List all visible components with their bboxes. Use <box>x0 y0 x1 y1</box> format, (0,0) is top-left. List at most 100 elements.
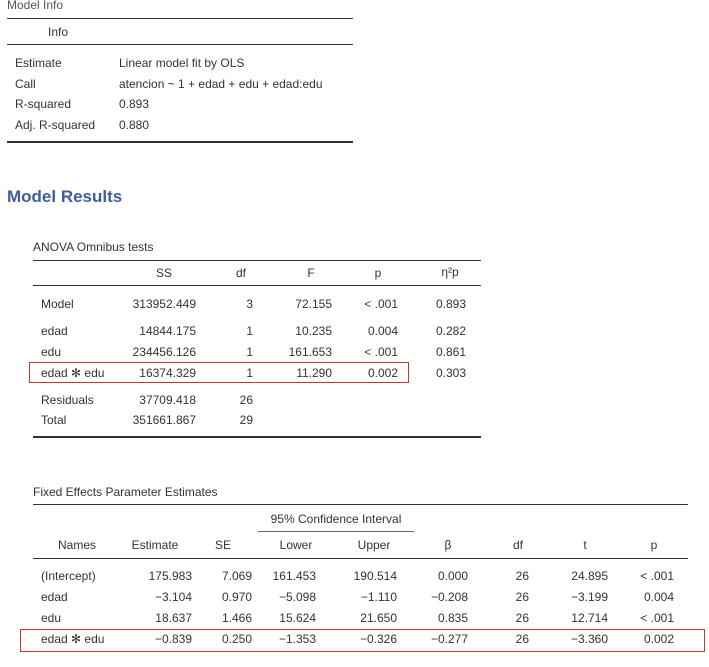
cell: < .001 <box>364 345 398 359</box>
cell: 0.893 <box>435 297 466 311</box>
col-header-p: p <box>650 538 658 552</box>
cell: 26 <box>515 569 529 583</box>
row-label: edad <box>41 590 68 604</box>
info-label: Estimate <box>15 56 62 70</box>
cell: −3.104 <box>154 590 192 604</box>
info-value: atencion ~ 1 + edad + edu + edad:edu <box>119 77 323 91</box>
col-header-t: t <box>583 538 587 552</box>
row-label: Total <box>41 413 67 427</box>
info-label: R-squared <box>15 97 72 111</box>
row-label: edad ✻ edu <box>41 632 105 646</box>
col-header-lower: Lower <box>279 538 313 552</box>
col-header-upper: Upper <box>357 538 391 552</box>
cell: 1.466 <box>221 611 252 625</box>
col-header-se: SE <box>214 538 231 552</box>
row-label: edu <box>41 611 62 625</box>
col-header-p: p <box>374 266 382 280</box>
cell: 14844.175 <box>139 324 196 338</box>
table-header-rule <box>33 558 688 559</box>
highlight-box <box>20 629 705 652</box>
cell: 18.637 <box>155 611 192 625</box>
cell: −3.199 <box>570 590 608 604</box>
col-header-f: F <box>307 266 315 280</box>
cell: −0.839 <box>154 632 192 646</box>
cell: 11.290 <box>296 366 332 380</box>
table-header-rule <box>7 44 353 45</box>
col-header-names: Names <box>57 538 96 552</box>
table-top-rule <box>33 504 688 505</box>
cell: 37709.418 <box>139 393 196 407</box>
section-label: Model Info <box>7 0 64 12</box>
table-bottom-rule <box>33 436 481 438</box>
cell: 7.069 <box>221 569 252 583</box>
table-top-rule <box>7 18 353 19</box>
info-value: Linear model fit by OLS <box>119 56 245 70</box>
row-label: edad ✻ edu <box>41 366 105 380</box>
cell: 0.303 <box>435 366 466 380</box>
cell: 161.653 <box>288 345 332 359</box>
cell: 1 <box>246 366 253 380</box>
row-label: (Intercept) <box>41 569 96 583</box>
cell: −0.208 <box>430 590 468 604</box>
fixed-title: Fixed Effects Parameter Estimates <box>33 485 218 499</box>
col-header-beta: β <box>444 538 452 552</box>
info-label: Adj. R-squared <box>15 118 96 132</box>
table-top-rule <box>33 260 481 261</box>
anova-title: ANOVA Omnibus tests <box>33 240 154 254</box>
cell: −0.277 <box>430 632 468 646</box>
table-header-rule <box>33 285 481 286</box>
cell: 26 <box>515 632 529 646</box>
info-value: 0.893 <box>119 97 150 111</box>
cell: 234456.126 <box>132 345 196 359</box>
col-header-eta: η²p <box>441 265 459 279</box>
info-header: Info <box>48 25 69 39</box>
cell: 3 <box>246 297 253 311</box>
cell: 26 <box>515 590 529 604</box>
row-label: edad <box>41 324 68 338</box>
cell: 1 <box>246 345 253 359</box>
col-header-ss: SS <box>155 266 172 280</box>
cell: −1.353 <box>278 632 316 646</box>
row-label: edu <box>41 345 62 359</box>
cell: 0.002 <box>643 632 674 646</box>
cell: 26 <box>239 393 253 407</box>
table-bottom-rule <box>7 141 353 143</box>
cell: −0.326 <box>359 632 397 646</box>
cell: 190.514 <box>353 569 397 583</box>
cell: 1 <box>246 324 253 338</box>
page-title: Model Results <box>7 187 123 206</box>
cell: 0.861 <box>435 345 466 359</box>
cell: 15.624 <box>279 611 316 625</box>
cell: 0.002 <box>367 366 398 380</box>
cell: 0.004 <box>643 590 674 604</box>
ci-header: 95% Confidence Interval <box>270 512 402 526</box>
row-label: Model <box>41 297 74 311</box>
cell: 0.000 <box>437 569 468 583</box>
cell: −3.360 <box>570 632 608 646</box>
info-value: 0.880 <box>119 118 150 132</box>
cell: 24.895 <box>571 569 608 583</box>
cell: < .001 <box>640 611 674 625</box>
cell: 72.155 <box>295 297 332 311</box>
cell: 29 <box>239 413 253 427</box>
cell: 313952.449 <box>132 297 196 311</box>
cell: 26 <box>515 611 529 625</box>
row-label: Residuals <box>41 393 94 407</box>
cell: 161.453 <box>272 569 316 583</box>
col-header-df: df <box>235 266 246 280</box>
cell: 351661.867 <box>132 413 196 427</box>
cell: 16374.329 <box>139 366 196 380</box>
cell: < .001 <box>640 569 674 583</box>
cell: 175.983 <box>148 569 192 583</box>
cell: −1.110 <box>360 590 397 604</box>
highlight-box <box>29 362 409 383</box>
cell: −5.098 <box>278 590 316 604</box>
cell: 0.835 <box>437 611 468 625</box>
cell: < .001 <box>364 297 398 311</box>
cell: 0.970 <box>221 590 252 604</box>
info-label: Call <box>15 77 36 91</box>
col-header-df: df <box>512 538 523 552</box>
col-header-estimate: Estimate <box>131 538 179 552</box>
ci-header-rule <box>258 531 414 532</box>
cell: 0.250 <box>221 632 252 646</box>
